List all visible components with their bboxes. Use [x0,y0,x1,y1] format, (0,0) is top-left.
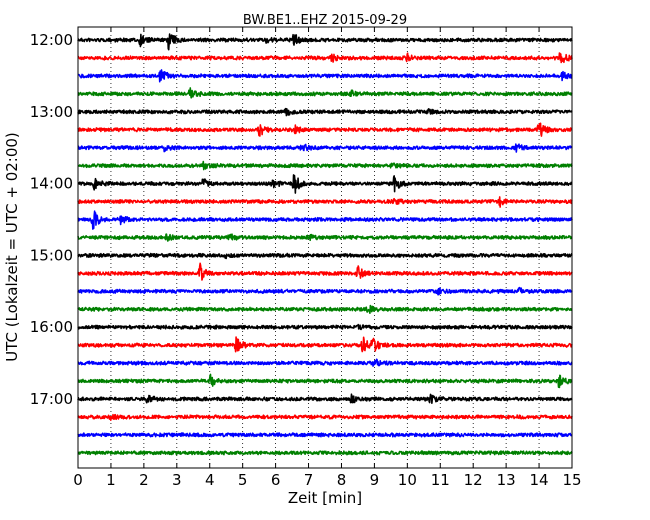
trace-1715 [77,413,573,422]
trace-1245 [77,87,573,99]
trace-1500 [77,252,573,260]
y-tick-label: 16:00 [30,318,73,336]
trace-1415 [77,196,573,208]
trace-1230 [77,69,573,83]
x-tick-label: 8 [337,471,347,489]
seismogram-traces [77,33,573,456]
x-tick-label: 9 [370,471,380,489]
x-tick-label: 15 [562,471,581,489]
y-tick-label: 13:00 [30,103,73,121]
x-tick-label: 0 [73,471,83,489]
trace-1730 [77,432,573,438]
trace-1430 [77,210,573,230]
trace-1600 [77,323,573,331]
trace-1645 [77,373,573,389]
x-axis-ticks: 0 1 2 3 4 5 6 7 8 9 10 11 12 13 14 15 [73,27,582,489]
y-tick-label: 17:00 [30,390,73,408]
x-tick-label: 7 [304,471,314,489]
grid-lines [110,27,540,468]
y-axis-ticks: 12:00 13:00 14:00 15:00 16:00 17:00 [30,31,572,408]
x-tick-label: 3 [172,471,182,489]
trace-1700 [77,393,573,405]
trace-1615 [77,336,573,353]
x-tick-label: 10 [398,471,417,489]
x-tick-label: 1 [106,471,116,489]
chart-title: BW.BE1..EHZ 2015-09-29 [243,13,407,28]
trace-1515 [77,262,573,281]
trace-1400 [77,174,573,194]
trace-1630 [77,358,573,367]
trace-1315 [77,122,573,137]
x-tick-label: 6 [271,471,281,489]
y-tick-label: 12:00 [30,31,73,49]
trace-1345 [77,160,573,171]
trace-1530 [77,286,573,296]
y-axis-label: UTC (Lokalzeit = UTC + 02:00) [3,132,21,362]
trace-1545 [77,304,573,315]
trace-1300 [77,107,573,117]
plot-frame [77,26,573,469]
x-axis-label: Zeit [min] [288,489,362,507]
x-tick-label: 14 [530,471,549,489]
trace-1445 [77,233,573,242]
x-tick-label: 13 [497,471,516,489]
trace-1215 [77,52,573,64]
x-tick-label: 2 [139,471,149,489]
x-tick-label: 4 [205,471,215,489]
y-tick-label: 15:00 [30,246,73,264]
trace-1330 [77,143,573,153]
x-tick-label: 5 [238,471,248,489]
y-tick-label: 14:00 [30,175,73,193]
trace-1745 [77,450,573,456]
trace-1200 [77,33,573,51]
x-tick-label: 12 [464,471,483,489]
x-tick-label: 11 [431,471,450,489]
